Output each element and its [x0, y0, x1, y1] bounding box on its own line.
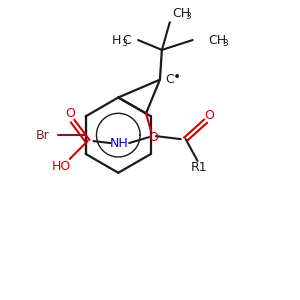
Text: R1: R1 — [191, 161, 208, 174]
Text: Br: Br — [35, 129, 49, 142]
Text: O: O — [65, 107, 75, 120]
Text: NH: NH — [110, 136, 129, 150]
Text: 3: 3 — [222, 38, 228, 47]
Text: C: C — [122, 34, 131, 46]
Text: •: • — [173, 70, 181, 84]
Text: O: O — [205, 109, 214, 122]
Text: 3: 3 — [122, 38, 127, 47]
Text: H: H — [112, 34, 121, 46]
Text: C: C — [165, 73, 174, 86]
Text: O: O — [148, 130, 158, 144]
Text: HO: HO — [52, 160, 71, 173]
Text: 3: 3 — [186, 12, 191, 21]
Text: CH: CH — [208, 34, 226, 46]
Text: CH: CH — [172, 7, 190, 20]
